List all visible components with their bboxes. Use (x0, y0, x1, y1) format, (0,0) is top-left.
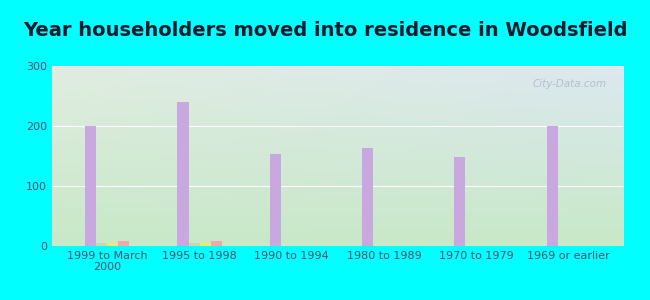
Bar (211, 241, 222, 246)
Bar (362, 148, 373, 246)
Bar (118, 241, 129, 246)
Bar (107, 243, 118, 246)
Bar (270, 154, 281, 246)
Bar (96, 243, 107, 246)
Text: Year householders moved into residence in Woodsfield: Year householders moved into residence i… (23, 21, 627, 40)
Bar (200, 243, 211, 246)
Bar (188, 243, 200, 246)
Bar (177, 102, 188, 246)
Bar (454, 157, 465, 246)
Bar (85, 126, 96, 246)
Text: City-Data.com: City-Data.com (533, 79, 607, 88)
Bar (547, 126, 558, 246)
